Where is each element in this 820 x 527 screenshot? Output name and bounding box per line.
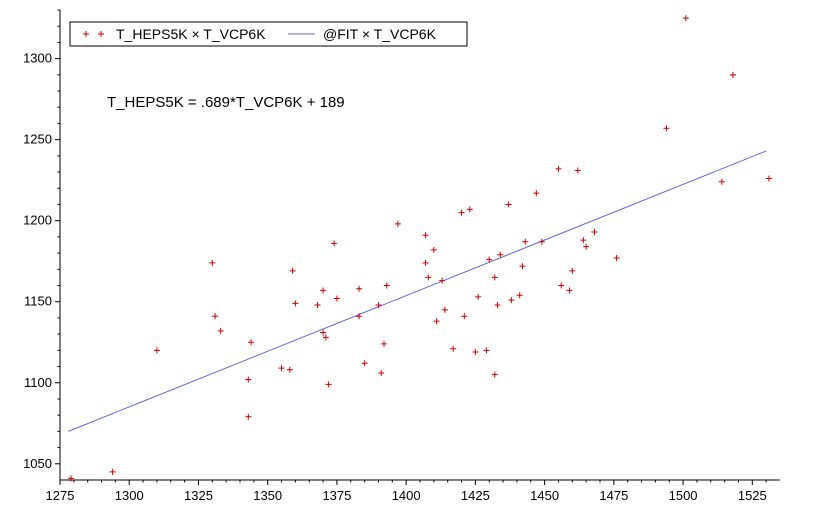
data-point — [212, 313, 219, 320]
data-point — [292, 300, 299, 307]
data-point — [278, 365, 285, 372]
data-point — [381, 340, 387, 347]
data-point — [718, 178, 725, 185]
data-point — [494, 301, 501, 308]
data-point — [361, 360, 368, 367]
data-point — [729, 71, 736, 78]
data-point — [320, 287, 327, 294]
data-point — [458, 209, 465, 216]
data-point — [433, 318, 440, 325]
data-point — [430, 246, 437, 253]
data-point — [491, 274, 498, 281]
data-point — [663, 125, 670, 132]
legend-plus-marker — [98, 31, 104, 37]
x-tick-label: 1325 — [184, 488, 213, 503]
legend-label-fit: @FIT × T_VCP6K — [323, 26, 437, 42]
data-point — [486, 256, 493, 263]
data-point — [68, 475, 75, 482]
legend: T_HEPS5K × T_VCP6K @FIT × T_VCP6K — [69, 21, 468, 47]
x-tick-label: 1375 — [322, 488, 351, 503]
data-point — [558, 282, 565, 289]
data-point — [422, 259, 429, 266]
data-point — [508, 297, 515, 304]
data-point — [483, 347, 490, 354]
data-point — [248, 339, 255, 346]
data-point — [491, 371, 498, 378]
axes: 1275 1300 1325 1350 1375 1400 1425 1450 1475 1500… — [23, 9, 780, 503]
fit-equation: T_HEPS5K = .689*T_VCP6K + 189 — [107, 94, 345, 111]
y-tick-label: 1300 — [23, 51, 52, 66]
data-point — [533, 190, 540, 197]
data-point — [383, 282, 390, 289]
legend-label-scatter: T_HEPS5K × T_VCP6K — [116, 26, 266, 42]
data-point — [375, 301, 382, 308]
x-tick-label: 1275 — [46, 488, 75, 503]
data-point — [356, 285, 363, 292]
x-tick-label: 1525 — [738, 488, 767, 503]
data-point — [574, 167, 581, 174]
data-point — [765, 175, 772, 182]
data-point — [505, 201, 512, 208]
data-points-layer — [68, 15, 772, 482]
x-tick-label: 1500 — [669, 488, 698, 503]
data-point — [356, 313, 363, 320]
fit-line — [68, 150, 767, 432]
data-point — [591, 229, 598, 236]
y-tick-label: 1150 — [24, 294, 52, 309]
data-point — [422, 232, 429, 239]
data-point — [516, 292, 523, 299]
x-tick-label: 1450 — [530, 488, 559, 503]
data-point — [566, 287, 573, 294]
data-point — [569, 267, 576, 274]
y-tick-label: 1100 — [24, 375, 52, 390]
data-point — [378, 370, 385, 377]
data-point — [450, 345, 457, 352]
x-tick-label: 1475 — [599, 488, 628, 503]
data-point — [441, 306, 448, 313]
legend-plus-marker — [83, 31, 89, 37]
data-point — [209, 259, 216, 266]
data-point — [286, 366, 293, 373]
data-point — [109, 468, 116, 475]
x-tick-label: 1350 — [253, 488, 282, 503]
data-point — [682, 15, 689, 22]
data-point — [322, 334, 329, 341]
data-point — [331, 240, 338, 247]
data-point — [475, 293, 482, 300]
data-point — [245, 376, 252, 383]
data-point — [394, 220, 401, 227]
data-point — [217, 327, 224, 334]
x-tick-label: 1400 — [392, 488, 421, 503]
legend-marker-scatter — [83, 31, 104, 37]
y-tick-label: 1200 — [23, 213, 52, 228]
legend-box — [69, 21, 468, 47]
data-point — [538, 238, 545, 245]
data-point — [497, 251, 504, 258]
y-tick-label: 1250 — [23, 132, 52, 147]
data-point — [153, 347, 160, 354]
data-point — [466, 206, 473, 213]
data-point — [519, 263, 526, 270]
data-point — [583, 243, 590, 250]
fit-line-layer — [68, 150, 767, 432]
x-tick-label: 1300 — [115, 488, 144, 503]
data-point — [320, 329, 327, 336]
data-point — [580, 237, 587, 244]
data-point — [613, 254, 620, 261]
data-point — [289, 267, 296, 274]
data-point — [522, 238, 529, 245]
data-point — [555, 165, 562, 172]
data-point — [314, 301, 321, 308]
data-point — [461, 313, 468, 320]
data-point — [333, 295, 340, 302]
data-point — [245, 413, 252, 420]
y-tick-label: 1050 — [23, 456, 52, 471]
data-point — [325, 381, 332, 388]
x-tick-label: 1425 — [461, 488, 490, 503]
data-point — [439, 277, 446, 284]
data-point — [425, 274, 432, 281]
data-point — [472, 348, 479, 355]
